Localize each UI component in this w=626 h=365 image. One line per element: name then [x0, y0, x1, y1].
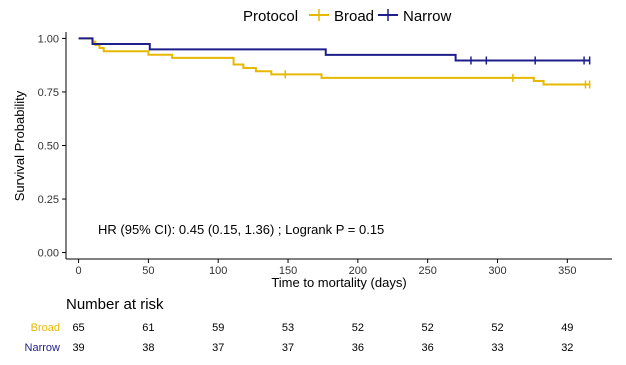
y-tick-label: 0.25 [38, 194, 59, 206]
x-tick-label: 0 [76, 265, 82, 277]
risk-row-label-narrow: Narrow [25, 342, 61, 354]
x-tick-label: 150 [279, 265, 297, 277]
x-tick-label: 300 [488, 265, 506, 277]
y-tick-label: 0.50 [38, 141, 59, 153]
survival-curves [78, 37, 591, 89]
hr-annotation: HR (95% CI): 0.45 (0.15, 1.36) ; Logrank… [98, 222, 384, 237]
x-tick-label: 50 [142, 265, 154, 277]
legend: Protocol Broad Narrow [243, 8, 452, 25]
legend-label-narrow: Narrow [403, 8, 452, 25]
survival-curve-narrow [78, 37, 590, 62]
y-tick-label: 1.00 [38, 33, 59, 45]
risk-table-rows: Broad 65 61 59 53 52 52 52 49 Narrow 39 38 37 37 36 36 3… [25, 322, 574, 354]
risk-row-label-broad: Broad [31, 322, 60, 334]
risk-value-narrow: 36 [422, 342, 434, 354]
x-axis-label: Time to mortality (days) [271, 275, 406, 290]
risk-value-broad: 52 [422, 322, 434, 334]
risk-value-broad: 59 [212, 322, 224, 334]
risk-value-narrow: 39 [72, 342, 84, 354]
x-tick-label: 350 [558, 265, 576, 277]
x-tick-label: 100 [209, 265, 227, 277]
risk-value-broad: 52 [352, 322, 364, 334]
risk-table-title: Number at risk [66, 296, 164, 313]
legend-label-broad: Broad [334, 8, 374, 25]
risk-value-narrow: 33 [491, 342, 503, 354]
risk-value-broad: 65 [72, 322, 84, 334]
y-tick-label: 0.75 [38, 87, 59, 99]
axes: 0.00 0.25 0.50 0.75 1.00 0 50 100 150 200 250 300 3… [12, 32, 612, 290]
x-tick-label: 200 [349, 265, 367, 277]
risk-value-narrow: 37 [212, 342, 224, 354]
risk-value-narrow: 36 [352, 342, 364, 354]
risk-value-narrow: 38 [142, 342, 154, 354]
risk-table: Number at risk Broad 65 61 59 53 52 52 52 49 Narr… [25, 296, 574, 354]
y-ticks: 0.00 0.25 0.50 0.75 1.00 [38, 33, 66, 260]
risk-value-broad: 53 [282, 322, 294, 334]
x-ticks: 0 50 100 150 200 250 300 350 [76, 259, 576, 277]
risk-value-broad: 52 [491, 322, 503, 334]
risk-value-broad: 61 [142, 322, 154, 334]
x-tick-label: 250 [418, 265, 436, 277]
risk-value-narrow: 37 [282, 342, 294, 354]
legend-title: Protocol [243, 8, 298, 25]
risk-value-broad: 49 [561, 322, 573, 334]
y-axis-label: Survival Probability [12, 90, 27, 201]
risk-value-narrow: 32 [561, 342, 573, 354]
y-tick-label: 0.00 [38, 248, 59, 260]
